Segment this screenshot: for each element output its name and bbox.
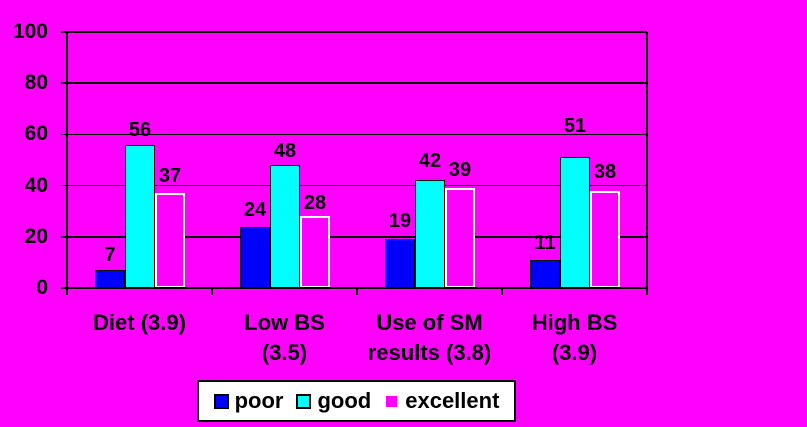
legend-swatch-poor bbox=[213, 393, 229, 409]
value-label-excellent-1: 28 bbox=[303, 192, 327, 215]
value-label-excellent-0: 37 bbox=[158, 165, 182, 188]
x-axis-tick-2 bbox=[356, 288, 358, 295]
legend-label-good: good bbox=[317, 388, 372, 413]
bar-poor-1 bbox=[240, 226, 270, 288]
value-label-good-0: 56 bbox=[128, 118, 152, 141]
category-label-3: High BS (3.9) bbox=[531, 310, 618, 365]
plot-right-border bbox=[645, 32, 648, 295]
y-axis-tick-60 bbox=[61, 133, 67, 136]
legend-box: poor good excellent bbox=[197, 380, 516, 422]
gridline-80 bbox=[67, 82, 647, 84]
y-axis-label-20: 20 bbox=[24, 224, 48, 248]
legend-label-poor: poor bbox=[234, 388, 284, 413]
bar-poor-3 bbox=[530, 259, 560, 288]
legend-item-good: good bbox=[296, 390, 371, 412]
bar-good-2 bbox=[415, 180, 445, 288]
value-label-good-3: 51 bbox=[563, 115, 587, 138]
gridline-100 bbox=[67, 31, 647, 33]
y-axis-label-60: 60 bbox=[24, 122, 48, 146]
y-axis-tick-40 bbox=[61, 184, 67, 187]
y-axis-tick-20 bbox=[61, 236, 67, 238]
x-axis-tick-1 bbox=[211, 288, 213, 295]
bar-poor-0 bbox=[95, 270, 125, 288]
bar-excellent-0 bbox=[155, 193, 185, 288]
y-axis-label-100: 100 bbox=[12, 20, 48, 43]
legend-swatch-excellent bbox=[384, 393, 400, 409]
value-label-poor-2: 19 bbox=[388, 210, 412, 233]
bar-good-3 bbox=[560, 157, 590, 288]
bar-good-1 bbox=[270, 165, 300, 288]
gridline-60 bbox=[67, 133, 647, 136]
value-label-excellent-3: 38 bbox=[593, 160, 617, 183]
category-label-0: Diet (3.9) bbox=[93, 310, 186, 335]
x-axis-line bbox=[61, 287, 647, 289]
y-axis-label-0: 0 bbox=[36, 276, 48, 299]
value-label-excellent-2: 39 bbox=[448, 159, 472, 182]
y-axis-tick-80 bbox=[61, 82, 67, 84]
bar-excellent-3 bbox=[590, 190, 620, 288]
y-axis-label-40: 40 bbox=[24, 173, 48, 197]
value-label-good-1: 48 bbox=[273, 140, 297, 163]
value-label-poor-0: 7 bbox=[104, 244, 116, 267]
y-axis-line bbox=[65, 32, 68, 295]
x-axis-tick-3 bbox=[501, 288, 503, 295]
value-label-poor-3: 11 bbox=[534, 231, 556, 254]
gridline-40 bbox=[67, 184, 647, 187]
bar-good-0 bbox=[125, 144, 155, 288]
value-label-poor-1: 24 bbox=[243, 198, 267, 221]
legend-item-excellent: excellent bbox=[384, 390, 499, 412]
y-axis-tick-100 bbox=[61, 31, 67, 33]
y-axis-label-80: 80 bbox=[24, 71, 48, 95]
gridline-20 bbox=[67, 236, 647, 238]
bar-excellent-1 bbox=[300, 216, 330, 288]
bar-poor-2 bbox=[385, 239, 415, 288]
bar-excellent-2 bbox=[445, 188, 475, 288]
value-label-good-2: 42 bbox=[418, 150, 442, 173]
legend-swatch-good bbox=[296, 393, 312, 409]
legend-item-poor: poor bbox=[213, 388, 284, 413]
category-label-1: Low BS (3.5) bbox=[244, 310, 325, 365]
category-label-2: Use of SM results (3.8) bbox=[367, 310, 492, 365]
legend-label-excellent: excellent bbox=[405, 388, 500, 413]
